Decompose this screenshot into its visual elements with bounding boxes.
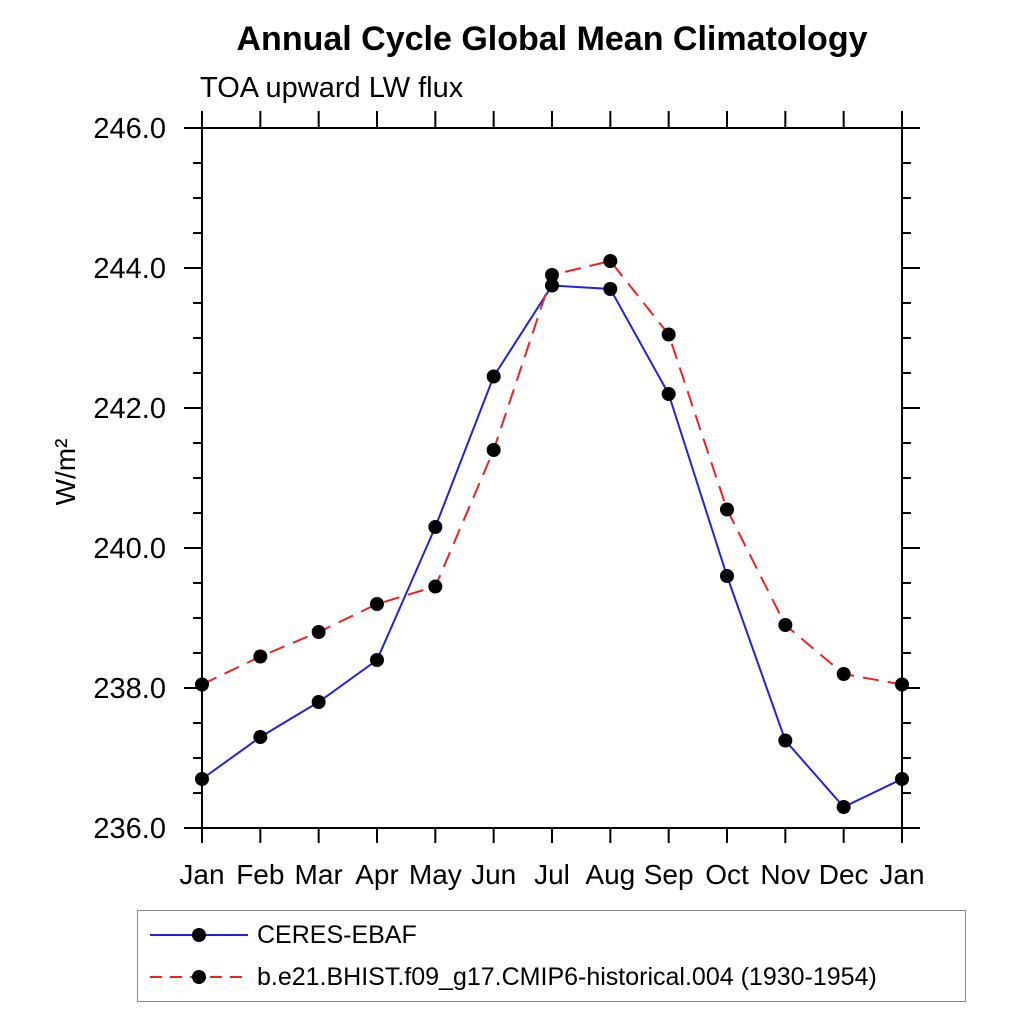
x-tick-label: Jan bbox=[179, 859, 224, 890]
data-point-ceres-ebaf bbox=[778, 733, 793, 748]
legend-item-model: b.e21.BHIST.f09_g17.CMIP6-historical.004… bbox=[146, 956, 965, 998]
data-point-ceres-ebaf bbox=[545, 278, 559, 293]
y-tick-label: 242.0 bbox=[93, 393, 166, 425]
data-point-model bbox=[311, 625, 326, 639]
legend-marker-dot bbox=[192, 970, 206, 984]
data-point-model bbox=[428, 579, 443, 594]
data-point-ceres-ebaf bbox=[253, 730, 268, 744]
x-tick-label: Apr bbox=[355, 859, 399, 890]
plot-area: Jan Feb Mar Apr May Jun Jul Aug Sep Oct Nov Dec Jan 2… bbox=[93, 111, 925, 890]
data-point-ceres-ebaf bbox=[311, 695, 326, 709]
y-tick-label: 244.0 bbox=[93, 253, 166, 285]
data-point-model bbox=[720, 502, 734, 517]
legend-label-model: b.e21.BHIST.f09_g17.CMIP6-historical.004… bbox=[257, 962, 877, 991]
x-tick-label: Jul bbox=[534, 859, 570, 890]
x-tick-label: Feb bbox=[236, 859, 284, 890]
data-point-ceres-ebaf bbox=[370, 653, 384, 667]
data-point-model bbox=[370, 597, 384, 611]
data-point-model bbox=[778, 618, 793, 632]
y-tick-label: 246.0 bbox=[93, 113, 166, 145]
x-tick-label: Aug bbox=[585, 859, 635, 890]
y-tick-label: 240.0 bbox=[93, 533, 166, 565]
y-tick-label: 238.0 bbox=[93, 673, 166, 705]
x-tick-label: Dec bbox=[819, 859, 869, 890]
data-point-model bbox=[836, 667, 851, 681]
legend-line-sample-dashed bbox=[150, 970, 248, 984]
x-tick-label: Jan bbox=[879, 859, 924, 890]
legend-box: CERES-EBAF b.e21.BHIST.f09_g17.CMIP6-his… bbox=[137, 910, 966, 1002]
x-tick-label: May bbox=[409, 859, 462, 890]
x-tick-label: Oct bbox=[705, 859, 749, 890]
data-point-model bbox=[603, 254, 618, 268]
plot-border bbox=[201, 127, 903, 829]
data-point-model bbox=[545, 268, 559, 282]
data-point-ceres-ebaf bbox=[661, 387, 676, 401]
data-point-ceres-ebaf bbox=[720, 569, 734, 583]
data-point-ceres-ebaf bbox=[195, 772, 209, 786]
chart-title: Annual Cycle Global Mean Climatology bbox=[236, 20, 868, 58]
series-line-ceres-ebaf bbox=[201, 284, 903, 809]
legend-label-ceres-ebaf: CERES-EBAF bbox=[257, 920, 417, 949]
x-tick-label: Sep bbox=[644, 859, 694, 890]
legend-marker-dot bbox=[192, 928, 206, 942]
data-point-ceres-ebaf bbox=[428, 520, 443, 534]
data-point-ceres-ebaf bbox=[603, 282, 618, 296]
data-point-model bbox=[661, 327, 676, 342]
legend-item-ceres-ebaf: CERES-EBAF bbox=[146, 914, 965, 956]
x-tick-label: Mar bbox=[295, 859, 343, 890]
data-point-model bbox=[895, 677, 909, 692]
data-point-ceres-ebaf bbox=[836, 800, 851, 814]
legend-line-sample-solid bbox=[150, 928, 248, 942]
y-tick-label: 236.0 bbox=[93, 813, 166, 845]
data-point-model bbox=[195, 677, 209, 692]
data-point-model bbox=[253, 649, 268, 664]
x-tick-label: Jun bbox=[471, 859, 516, 890]
data-point-ceres-ebaf bbox=[895, 772, 909, 786]
data-point-ceres-ebaf bbox=[486, 369, 501, 384]
data-point-model bbox=[486, 443, 501, 457]
chart-subtitle: TOA upward LW flux bbox=[200, 72, 464, 104]
x-tick-label: Nov bbox=[760, 859, 810, 890]
series-line-model bbox=[201, 259, 903, 686]
